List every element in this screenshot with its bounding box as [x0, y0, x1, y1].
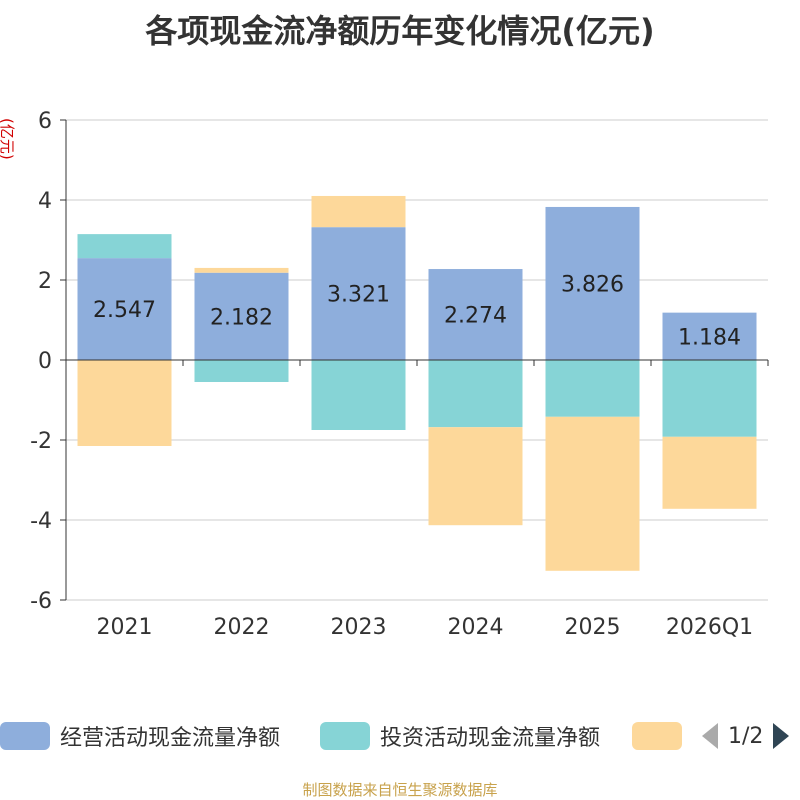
x-tick-label-2021: 2021 [97, 615, 153, 640]
data-label-2022: 2.182 [210, 305, 273, 330]
axis-layer: -6 -4 -2 0 2 4 6 (亿元) 2021 2022 2023 2024 2025 2026Q1 [0, 109, 769, 640]
bar-2022-series-1 [194, 360, 289, 382]
bar-2026Q1-series-1 [662, 360, 757, 437]
bar-2024-series-1 [428, 360, 523, 428]
legend: 经营活动现金流量净额 投资活动现金流量净额 1/2 [0, 716, 800, 756]
bar-2023-series-0 [311, 227, 406, 360]
legend-swatch-financing [632, 722, 682, 750]
y-tick-label: 4 [38, 189, 52, 214]
bar-2024-series-0 [428, 269, 523, 360]
bar-2021-series-1 [77, 234, 172, 259]
source-note: 制图数据来自恒生聚源数据库 [302, 781, 498, 799]
bar-2023-series-2 [311, 195, 406, 228]
legend-swatch-investing [320, 722, 370, 750]
x-tick-label-2023: 2023 [331, 615, 387, 640]
bar-2025-series-1 [545, 360, 640, 417]
legend-page-indicator: 1/2 [728, 723, 764, 749]
x-tick-label-2022: 2022 [214, 615, 270, 640]
x-tick-label-2025: 2025 [565, 615, 621, 640]
y-tick-label: 2 [38, 269, 52, 294]
legend-pager: 1/2 [700, 716, 791, 756]
y-tick-label: -2 [30, 429, 52, 454]
data-label-2023: 3.321 [327, 283, 390, 308]
bar-2024-series-2 [428, 427, 523, 526]
bar-2022-series-0 [194, 272, 289, 360]
y-tick-label: -6 [30, 589, 52, 614]
data-label-2021: 2.547 [93, 298, 156, 323]
data-label-2025: 3.826 [561, 272, 624, 297]
bar-2026Q1-series-2 [662, 436, 757, 509]
bar-2025-series-0 [545, 206, 640, 360]
bar-2023-series-1 [311, 360, 406, 430]
legend-item-operating[interactable]: 经营活动现金流量净额 [0, 716, 280, 756]
bar-2021-series-0 [77, 258, 172, 360]
legend-item-financing[interactable] [632, 716, 682, 756]
label-layer: 2.547 2.182 3.321 2.274 3.826 1.184 [93, 272, 741, 350]
legend-swatch-operating [0, 722, 50, 750]
y-tick-label: 6 [38, 109, 52, 134]
bar-2026Q1-series-0 [662, 312, 757, 360]
chart-title: 各项现金流净额历年变化情况(亿元) [145, 12, 655, 50]
data-label-2024: 2.274 [444, 304, 507, 329]
prev-page-arrow-icon[interactable] [700, 721, 720, 751]
cash-flow-chart: -6 -4 -2 0 2 4 6 (亿元) 2021 2022 2023 2024 2025 2026Q1… [0, 109, 769, 640]
legend-label-investing: 投资活动现金流量净额 [380, 726, 601, 751]
bar-2021-series-2 [77, 360, 172, 446]
bar-2022-series-2 [194, 267, 289, 273]
next-page-arrow-icon[interactable] [771, 721, 791, 751]
bar-2025-series-2 [545, 416, 640, 571]
y-tick-label: 0 [38, 349, 52, 374]
data-label-2026Q1: 1.184 [678, 325, 741, 350]
bar-layer [77, 195, 757, 571]
x-tick-label-2024: 2024 [448, 615, 504, 640]
x-tick-label-2026Q1: 2026Q1 [666, 615, 753, 640]
legend-item-investing[interactable]: 投资活动现金流量净额 [320, 716, 600, 756]
legend-label-operating: 经营活动现金流量净额 [60, 726, 281, 751]
y-tick-label: -4 [30, 509, 52, 534]
y-axis-label: (亿元) [0, 118, 16, 160]
